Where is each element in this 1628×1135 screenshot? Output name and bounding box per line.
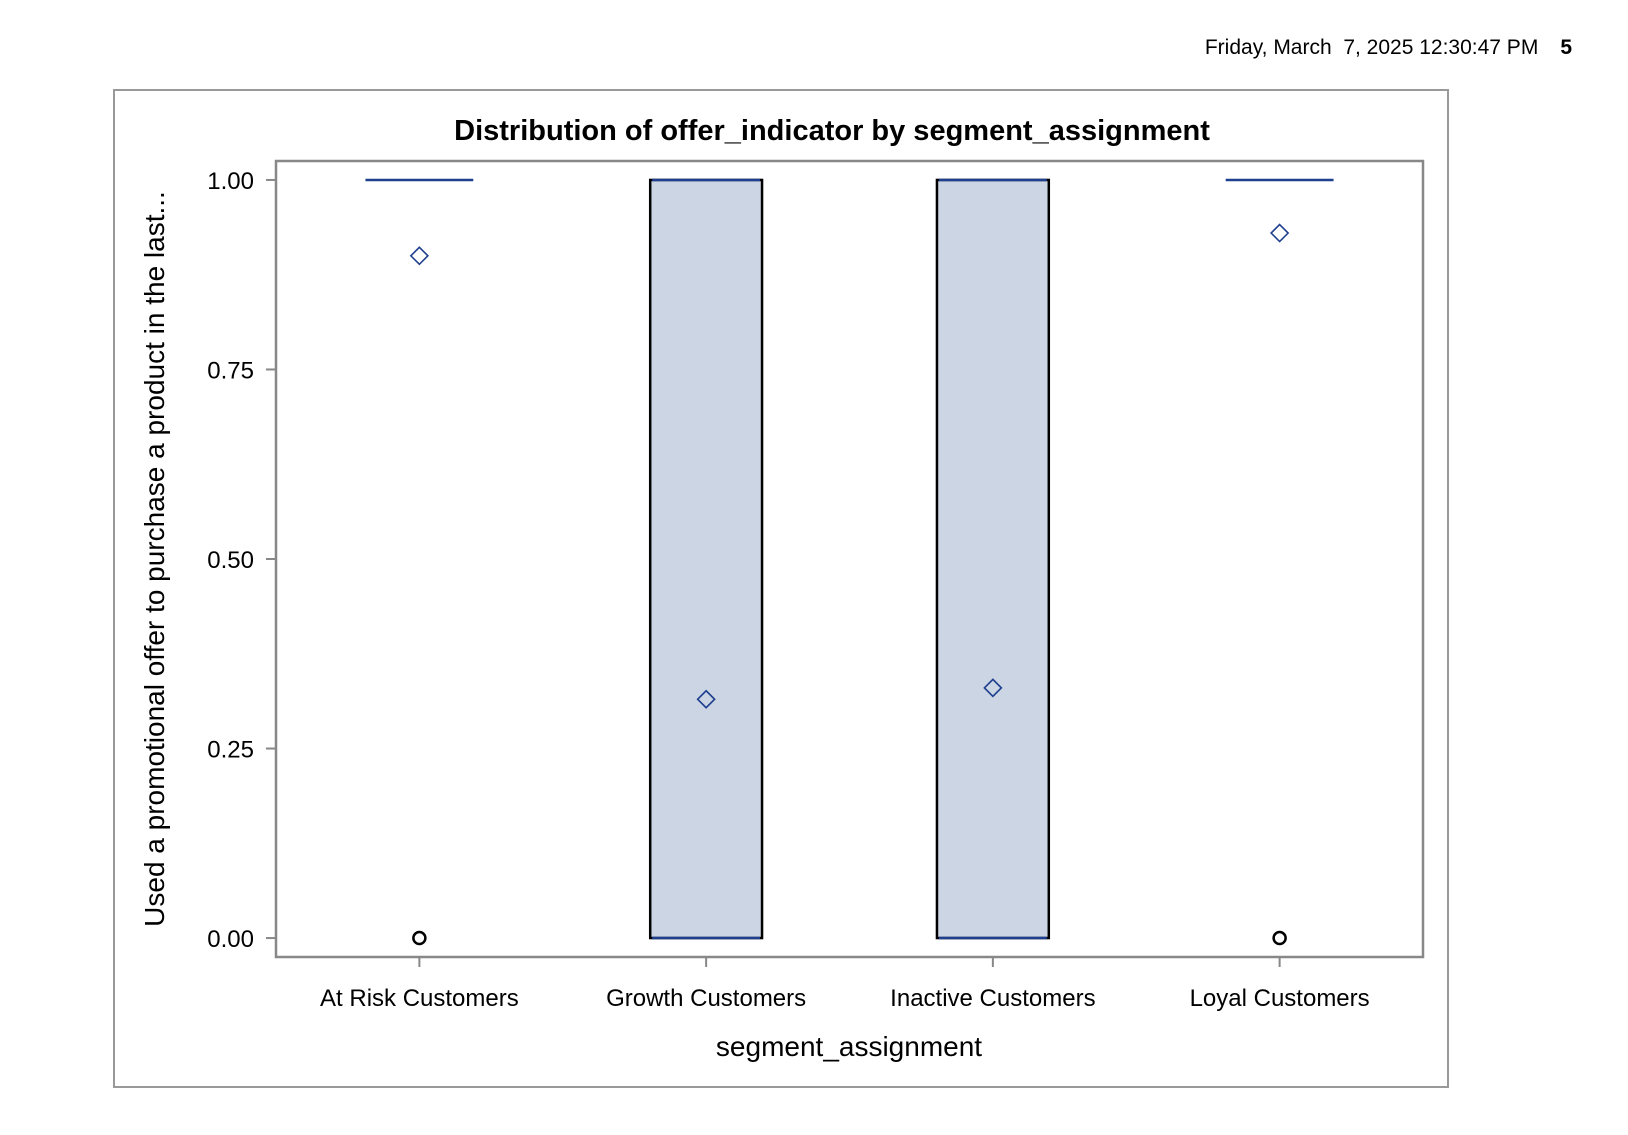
x-tick-label: Growth Customers	[606, 985, 806, 1012]
y-tick-label: 0.50	[207, 547, 254, 574]
outlier-point	[1272, 930, 1287, 946]
chart-frame	[113, 89, 1449, 1088]
box-group	[648, 178, 764, 940]
mean-marker	[1269, 223, 1290, 243]
x-tick-label: At Risk Customers	[320, 985, 519, 1012]
y-tick-label: 1.00	[207, 168, 254, 195]
y-axis: 0.00 0.25 0.50 0.75 1.00	[207, 168, 276, 953]
box-group	[935, 178, 1051, 940]
page-header: Friday, March 7, 2025 12:30:47 PM 5	[1205, 36, 1572, 60]
box-series	[365, 178, 1334, 946]
outlier-point	[412, 930, 427, 946]
y-tick-label: 0.25	[207, 737, 254, 764]
box-rect	[935, 178, 1051, 940]
x-axis: At Risk Customers Growth Customers Inactiv…	[320, 957, 1370, 1012]
plot-area	[274, 159, 1425, 959]
chart-title: Distribution of offer_indicator by segme…	[454, 115, 1210, 147]
report-datetime: Friday, March 7, 2025 12:30:47 PM	[1204, 36, 1539, 59]
box-group	[1225, 178, 1334, 946]
box-group	[365, 178, 474, 946]
box-rect	[648, 178, 764, 940]
y-axis-label: Used a promotional offer to purchase a p…	[139, 191, 170, 927]
y-tick-label: 0.00	[207, 926, 254, 953]
page-number: 5	[1560, 36, 1572, 59]
x-axis-label: segment_assignment	[716, 1031, 982, 1062]
x-tick-label: Inactive Customers	[890, 985, 1095, 1012]
mean-marker	[696, 689, 716, 709]
mean-marker	[983, 678, 1003, 698]
y-tick-label: 0.75	[207, 357, 254, 384]
x-tick-label: Loyal Customers	[1190, 985, 1370, 1012]
mean-marker	[409, 246, 430, 266]
